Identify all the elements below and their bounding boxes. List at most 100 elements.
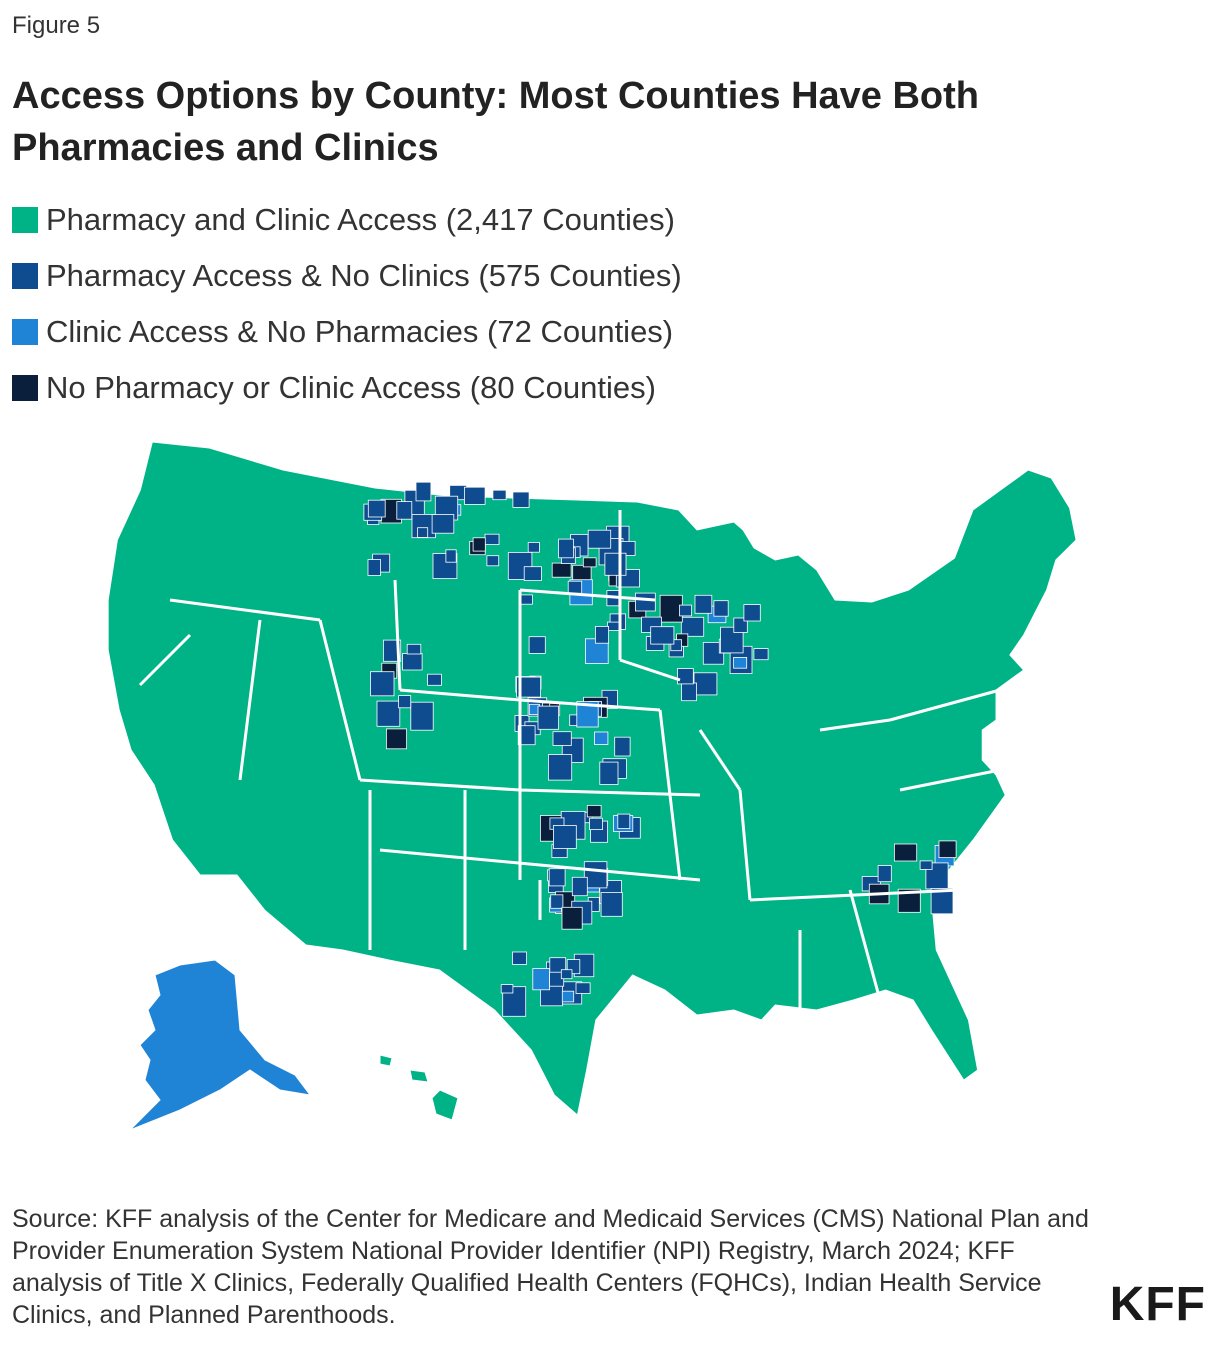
county-cell [720,626,744,654]
county-cell [502,986,527,1017]
county-cell [517,725,536,746]
county-cell [571,876,588,897]
county-cell [558,538,574,559]
county-cell [567,580,583,594]
kff-logo: KFF [1109,1278,1206,1331]
county-cell [606,621,620,632]
chart-title: Access Options by County: Most Counties … [12,75,979,169]
county-cell [402,653,423,671]
source-note: Source: KFF analysis of the Center for M… [12,1205,1089,1329]
legend-item-pharmacy-no-clinics: Pharmacy Access & No Clinics (575 Counti… [12,248,682,304]
county-cell [548,868,566,887]
state-borders [138,510,1002,1020]
county-cell [550,894,564,909]
county-cell [552,731,572,746]
county-cell [733,617,748,633]
legend-label-clinic-no-pharmacies: Clinic Access & No Pharmacies (72 Counti… [46,314,674,349]
county-cell [938,840,957,858]
county-cell [604,552,627,576]
county-cell [367,499,386,518]
county-cell [367,559,381,576]
county-cell [614,736,631,757]
county-cell [500,984,514,994]
alaska-shape [129,959,312,1131]
county-cell [398,695,412,709]
county-cell [680,616,705,637]
county-cell [589,817,603,831]
figure-label: Figure 5 [12,12,101,39]
county-cell [594,731,609,745]
county-cell [681,682,697,702]
county-cell [560,969,573,980]
county-cell [472,537,486,552]
county-cell [528,636,546,654]
legend-item-pharmacy-and-clinic: Pharmacy and Clinic Access (2,417 Counti… [12,192,682,248]
legend-label-no-access: No Pharmacy or Clinic Access (80 Countie… [46,370,656,405]
county-cell [431,514,455,534]
county-cell [575,982,591,994]
county-cell [561,906,583,930]
county-cell [694,594,713,614]
county-cell [897,888,921,913]
county-cell [670,639,682,652]
county-cell [930,887,954,915]
county-cell [492,489,507,501]
county-cell [516,676,542,698]
county-cell [547,754,573,781]
legend-label-pharmacy-no-clinics: Pharmacy Access & No Clinics (575 Counti… [46,258,682,293]
county-cell [376,700,401,727]
county-cell [733,656,748,669]
county-cell [919,860,933,870]
county-cell [484,533,500,545]
legend-swatch-clinic-no-pharmacies [12,319,38,345]
county-cell [600,892,623,917]
legend-item-no-access: No Pharmacy or Clinic Access (80 Countie… [12,360,682,416]
county-cell [527,542,540,553]
county-cell [677,668,694,685]
county-cell [713,600,729,617]
county-cell [693,672,718,696]
county-cell [464,486,486,505]
county-cell [894,843,918,862]
county-cell [582,557,597,568]
legend-label-pharmacy-and-clinic: Pharmacy and Clinic Access (2,417 Counti… [46,202,675,237]
legend-swatch-pharmacy-no-clinics [12,263,38,289]
county-cell [415,481,432,502]
county-cell [586,804,602,818]
legend-swatch-no-access [12,375,38,401]
legend-item-clinic-no-pharmacies: Clinic Access & No Pharmacies (72 Counti… [12,304,682,360]
county-cell [406,643,422,655]
county-cell [877,865,892,883]
county-cell [382,639,402,662]
county-cell [532,968,550,991]
county-cell [396,501,413,520]
county-cell [743,604,761,622]
legend: Pharmacy and Clinic Access (2,417 Counti… [12,192,682,416]
county-cell [427,673,442,686]
hawaii-shape [379,1054,459,1121]
county-cell [552,825,577,849]
state-border-lines [138,510,1002,1020]
county-cell [561,990,575,1003]
county-cell [486,555,500,567]
county-cell [551,562,572,578]
county-cell [417,527,429,538]
county-cell [549,971,565,987]
county-cell [587,529,612,549]
county-cell [410,701,434,731]
county-cell [617,813,631,829]
county-cell [679,604,693,617]
county-cell [576,701,599,728]
county-cell [445,549,457,563]
county-cell [599,761,619,785]
county-cell [753,648,769,661]
county-cell [650,626,675,645]
legend-swatch-pharmacy-and-clinic [12,207,38,233]
county-cell [512,951,528,965]
county-cell [537,705,560,730]
county-cell [635,592,656,612]
county-cell [370,671,395,697]
county-cell [512,491,530,508]
county-cell [523,566,542,581]
county-cell [594,625,609,644]
